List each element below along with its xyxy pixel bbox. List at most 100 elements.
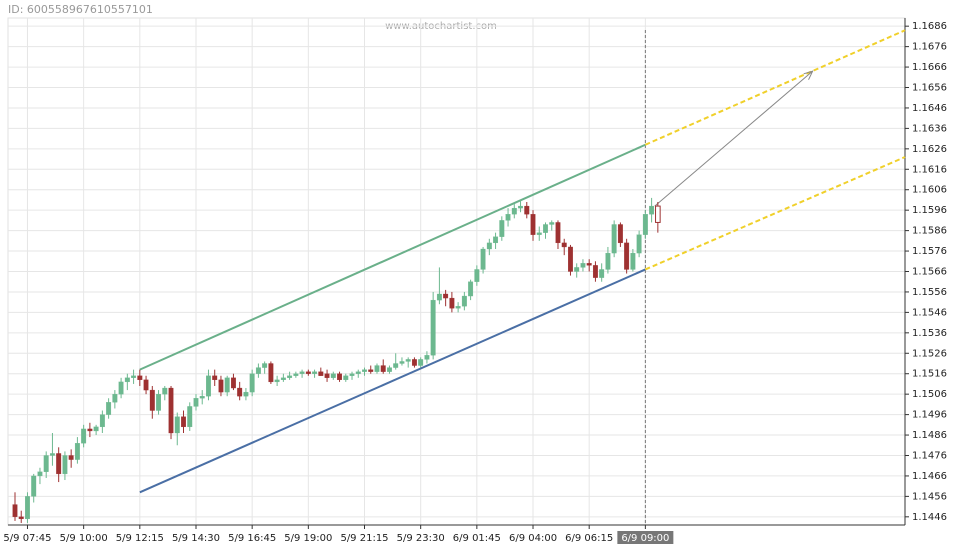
candle-body — [530, 214, 536, 235]
candle-body — [174, 416, 180, 434]
y-tick-label: 1.1616 — [912, 164, 947, 175]
candle-body — [330, 373, 336, 378]
candle-body — [74, 443, 80, 460]
candle-body — [586, 263, 592, 266]
candle-body — [630, 252, 636, 270]
current-time-box — [617, 531, 674, 544]
candle-body — [555, 222, 561, 244]
y-tick-label: 1.1566 — [912, 267, 947, 278]
y-tick-label: 1.1656 — [912, 83, 947, 94]
candle-body — [106, 402, 112, 415]
candle-body — [536, 232, 542, 235]
candle-body — [12, 504, 18, 517]
candle-body — [461, 295, 467, 307]
candle-body — [374, 365, 380, 372]
candle-body — [212, 375, 218, 381]
x-tick-label: 5/9 16:45 — [228, 533, 276, 544]
candle-body — [25, 496, 30, 520]
candle-body — [318, 371, 324, 376]
candle-body — [230, 377, 236, 389]
candle-body — [387, 367, 392, 372]
channel-line — [139, 143, 646, 371]
candle-body — [218, 379, 224, 393]
candle-body — [568, 246, 573, 272]
y-tick-label: 1.1646 — [912, 103, 947, 114]
y-tick-label: 1.1496 — [912, 410, 947, 421]
candle-body — [206, 375, 211, 397]
x-tick-label: 5/9 07:45 — [3, 533, 51, 544]
y-tick-label: 1.1586 — [912, 226, 947, 237]
candle-body — [649, 205, 655, 215]
candle-body — [237, 387, 243, 397]
candle-body — [642, 214, 648, 235]
candle-body — [436, 293, 442, 301]
y-tick-label: 1.1626 — [912, 144, 947, 155]
candle-body — [112, 394, 118, 403]
x-tick-label: 6/9 06:15 — [565, 533, 613, 544]
y-tick-label: 1.1606 — [912, 185, 947, 196]
candle-body — [561, 242, 567, 248]
candle-body — [249, 373, 255, 393]
candle-body — [480, 248, 486, 270]
y-tick-label: 1.1596 — [912, 205, 947, 216]
y-tick-label: 1.1556 — [912, 287, 947, 298]
candle-body — [430, 299, 436, 356]
x-tick-label: 5/9 10:00 — [60, 533, 108, 544]
candle-body — [636, 234, 642, 254]
candle-body — [380, 365, 386, 372]
candle-body — [393, 363, 399, 368]
candle-body — [31, 475, 37, 497]
candle-body — [43, 455, 49, 472]
y-tick-label: 1.1666 — [912, 62, 947, 73]
candle-body — [505, 214, 511, 221]
candle-body — [592, 265, 598, 278]
candle-body — [355, 371, 361, 374]
candle-body — [37, 471, 43, 477]
candle-body — [87, 428, 93, 432]
candle-body — [605, 252, 611, 270]
candle-body — [131, 375, 137, 378]
candle-body — [193, 398, 199, 407]
candle-body — [599, 269, 605, 278]
candle-body — [156, 394, 161, 411]
y-tick-label: 1.1516 — [912, 369, 947, 380]
y-tick-label: 1.1546 — [912, 307, 947, 318]
candle-body — [137, 375, 143, 381]
candle-body — [181, 416, 186, 428]
y-tick-label: 1.1686 — [912, 21, 947, 32]
x-tick-label: 5/9 14:30 — [172, 533, 220, 544]
x-tick-label: 6/9 04:00 — [509, 533, 557, 544]
y-tick-label: 1.1576 — [912, 246, 947, 257]
y-tick-label: 1.1456 — [912, 491, 947, 502]
candle-body — [518, 205, 523, 209]
candle-body — [255, 367, 261, 374]
candle-body — [499, 220, 505, 237]
candle-body — [486, 242, 492, 250]
candle-body — [187, 406, 193, 428]
y-tick-label: 1.1636 — [912, 123, 947, 134]
candle-body — [99, 414, 105, 428]
candle-body — [56, 453, 62, 475]
candle-body — [411, 359, 417, 366]
x-tick-label: 5/9 12:15 — [116, 533, 164, 544]
channel-line — [139, 268, 646, 494]
candle-body — [312, 371, 318, 374]
candle-body — [262, 363, 268, 368]
candle-body — [93, 426, 99, 432]
candle-body — [305, 371, 311, 374]
candle-body — [524, 205, 530, 215]
candle-body — [337, 373, 342, 381]
candle-body — [455, 306, 461, 309]
candle-body — [18, 516, 24, 520]
x-tick-label: 5/9 23:30 — [397, 533, 445, 544]
candle-body — [143, 379, 149, 391]
candle-body — [118, 381, 124, 395]
y-tick-label: 1.1536 — [912, 328, 947, 339]
candle-body — [362, 369, 367, 372]
candle-body — [287, 375, 293, 378]
forecast-arrow — [654, 71, 813, 207]
candle-body — [243, 391, 249, 397]
x-tick-label: 6/9 09:00 — [621, 533, 669, 544]
candle-body — [199, 396, 205, 399]
